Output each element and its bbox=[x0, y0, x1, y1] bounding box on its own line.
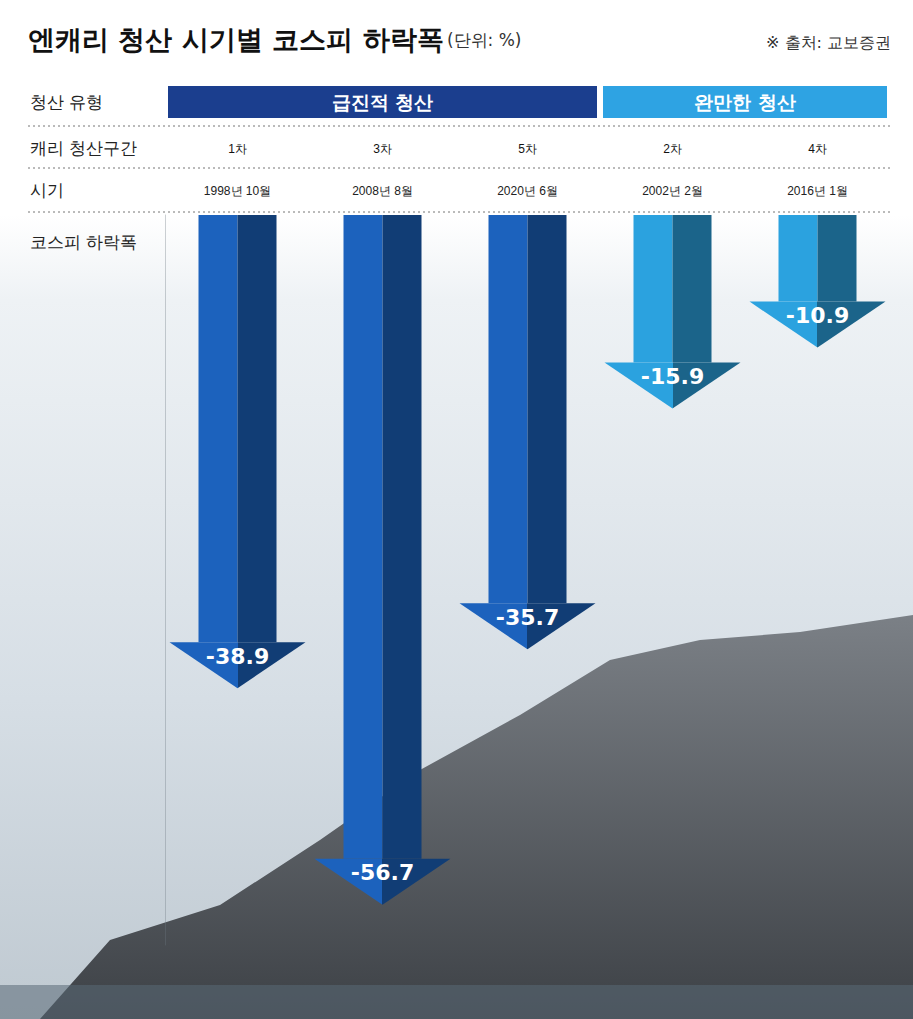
svg-text:-56.7: -56.7 bbox=[351, 860, 414, 885]
svg-text:5차: 5차 bbox=[518, 142, 537, 156]
svg-text:코스피 하락폭: 코스피 하락폭 bbox=[30, 232, 137, 252]
svg-text:급진적 청산: 급진적 청산 bbox=[332, 91, 434, 113]
svg-text:-38.9: -38.9 bbox=[206, 644, 269, 669]
svg-text:2008년 8월: 2008년 8월 bbox=[352, 184, 413, 198]
svg-text:1998년 10월: 1998년 10월 bbox=[204, 184, 271, 198]
svg-text:-10.9: -10.9 bbox=[786, 303, 849, 328]
svg-text:2차: 2차 bbox=[663, 142, 682, 156]
svg-text:2016년 1월: 2016년 1월 bbox=[787, 184, 848, 198]
svg-text:※ 출처: 교보증권: ※ 출처: 교보증권 bbox=[766, 33, 891, 52]
svg-text:청산 유형: 청산 유형 bbox=[30, 92, 103, 112]
svg-text:-15.9: -15.9 bbox=[641, 364, 704, 389]
svg-text:3차: 3차 bbox=[373, 142, 392, 156]
svg-text:4차: 4차 bbox=[808, 142, 827, 156]
svg-text:완만한 청산: 완만한 청산 bbox=[694, 91, 796, 113]
svg-text:시기: 시기 bbox=[30, 180, 64, 200]
svg-text:2002년 2월: 2002년 2월 bbox=[642, 184, 703, 198]
svg-text:엔캐리 청산 시기별 코스피 하락폭: 엔캐리 청산 시기별 코스피 하락폭 bbox=[28, 24, 444, 55]
svg-text:(단위: %): (단위: %) bbox=[447, 30, 522, 50]
svg-text:2020년 6월: 2020년 6월 bbox=[497, 184, 558, 198]
svg-text:1차: 1차 bbox=[228, 142, 247, 156]
svg-text:-35.7: -35.7 bbox=[496, 605, 559, 630]
svg-text:캐리 청산구간: 캐리 청산구간 bbox=[30, 138, 137, 158]
